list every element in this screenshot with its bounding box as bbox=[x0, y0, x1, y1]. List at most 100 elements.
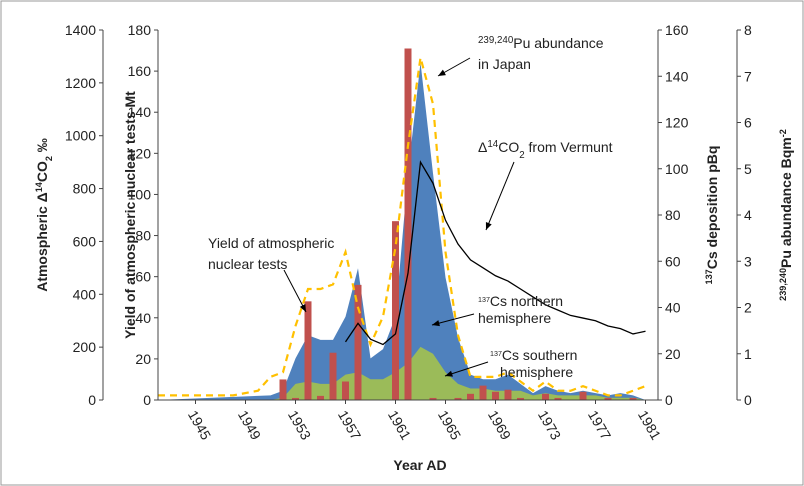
text-part: 137 bbox=[490, 350, 502, 358]
arrow-head bbox=[299, 304, 306, 312]
annotation: 239,240Pu abundance bbox=[478, 35, 604, 52]
y-tick-label: 4 bbox=[744, 207, 752, 223]
bar bbox=[342, 381, 349, 400]
y-tick-label: 40 bbox=[665, 300, 681, 316]
bar bbox=[604, 397, 612, 400]
y-tick-label: 60 bbox=[665, 253, 681, 269]
y-tick-label: 120 bbox=[665, 115, 689, 131]
bar bbox=[317, 395, 324, 400]
bar bbox=[429, 397, 437, 400]
y-tick-label: 0 bbox=[88, 392, 96, 408]
y-tick-label: 120 bbox=[128, 145, 152, 161]
annotation: 137Cs northern bbox=[478, 293, 563, 309]
x-tick-label: 1977 bbox=[585, 408, 615, 443]
annotation: hemisphere bbox=[478, 310, 551, 326]
arrow-head bbox=[438, 69, 446, 76]
annotation: Δ14CO2 from Vermunt bbox=[478, 139, 613, 161]
text-part: Yield of atmospheric nuclear tests Mt bbox=[122, 91, 138, 339]
text-part: 2 bbox=[44, 156, 54, 161]
annotation-arrow bbox=[485, 161, 515, 231]
y-tick-label: 0 bbox=[665, 392, 673, 408]
x-tick-label: 1945 bbox=[185, 408, 215, 443]
bar bbox=[629, 397, 637, 400]
y-tick-label: 100 bbox=[665, 161, 689, 177]
text-part: Δ bbox=[478, 139, 487, 155]
annotation: 137Cs southern bbox=[490, 347, 577, 363]
y-tick-label: 800 bbox=[73, 181, 97, 197]
text-part: Pu abundance Bqm bbox=[778, 137, 794, 268]
arrow-head bbox=[445, 370, 453, 377]
text-part: 14 bbox=[34, 181, 44, 192]
bar bbox=[579, 391, 587, 400]
bar bbox=[392, 221, 399, 400]
y-tick-label: 80 bbox=[665, 207, 681, 223]
text-part: from Vermunt bbox=[525, 139, 613, 155]
y-tick-label: 200 bbox=[73, 339, 97, 355]
y-tick-label: 0 bbox=[143, 392, 151, 408]
text-part: Cs deposition pBq bbox=[704, 146, 720, 270]
x-tick-label: 1953 bbox=[285, 408, 315, 443]
bar bbox=[304, 301, 312, 400]
annotation-arrow bbox=[444, 361, 489, 377]
text-part: nuclear tests bbox=[208, 256, 287, 272]
annotation: hemisphere bbox=[500, 364, 573, 380]
axis-title: Atmospheric Δ14CO2 ‰ bbox=[34, 138, 54, 292]
text-part: ‰ bbox=[34, 138, 50, 156]
text-part: in Japan bbox=[478, 56, 531, 72]
y-tick-label: 140 bbox=[665, 68, 689, 84]
text-part: 137 bbox=[478, 296, 490, 304]
text-part: 2 bbox=[519, 150, 524, 161]
y-tick-label: 100 bbox=[128, 186, 152, 202]
bar bbox=[279, 379, 287, 400]
text-part: hemisphere bbox=[478, 310, 551, 326]
y-tick-label: 1 bbox=[744, 346, 752, 362]
y-tick-label: 80 bbox=[135, 228, 151, 244]
y-tick-label: 0 bbox=[744, 392, 752, 408]
y-tick-label: 1200 bbox=[65, 75, 96, 91]
y-tick-label: 2 bbox=[744, 300, 752, 316]
y-tick-label: 180 bbox=[128, 22, 152, 38]
bar bbox=[292, 397, 299, 400]
x-tick-label: 1949 bbox=[235, 408, 265, 443]
annotation: nuclear tests bbox=[208, 256, 287, 272]
bar bbox=[504, 389, 512, 400]
y-tick-label: 1400 bbox=[65, 22, 96, 38]
y-tick-label: 400 bbox=[73, 286, 97, 302]
bar bbox=[479, 385, 487, 400]
y-tick-label: 7 bbox=[744, 68, 752, 84]
y-tick-label: 160 bbox=[128, 63, 152, 79]
text-part: 239,240 bbox=[478, 35, 514, 46]
annotation: Yield of atmospheric bbox=[208, 235, 334, 251]
bar bbox=[492, 391, 499, 400]
bar bbox=[354, 284, 362, 400]
text-part: Cs southern bbox=[502, 347, 577, 363]
line bbox=[344, 160, 646, 346]
y-tick-label: 60 bbox=[135, 269, 151, 285]
y-tick-label: 140 bbox=[128, 104, 152, 120]
y-tick-label: 8 bbox=[744, 22, 752, 38]
text-part: Cs northern bbox=[490, 293, 563, 309]
bar bbox=[404, 48, 412, 400]
y-tick-label: 160 bbox=[665, 22, 689, 38]
text-part: hemisphere bbox=[500, 364, 573, 380]
axis-title: 239,240Pu abundance Bqm-2 bbox=[778, 129, 794, 301]
annotation: in Japan bbox=[478, 56, 531, 72]
text-part: CO bbox=[34, 161, 50, 182]
bar bbox=[467, 393, 474, 400]
y-tick-label: 600 bbox=[73, 233, 97, 249]
x-tick-label: 1969 bbox=[485, 408, 515, 443]
bar bbox=[329, 352, 337, 400]
bar bbox=[517, 397, 524, 400]
bar bbox=[554, 397, 562, 400]
y-tick-label: 3 bbox=[744, 253, 752, 269]
y-tick-label: 20 bbox=[135, 351, 151, 367]
axis-title: 137Cs deposition pBq bbox=[704, 146, 720, 285]
bar bbox=[454, 397, 462, 400]
text-part: Atmospheric Δ bbox=[34, 192, 50, 292]
arrow-head bbox=[432, 320, 440, 327]
x-tick-label: 1957 bbox=[335, 408, 365, 443]
x-tick-label: 1965 bbox=[435, 408, 465, 443]
x-tick-label: 1973 bbox=[535, 408, 565, 443]
